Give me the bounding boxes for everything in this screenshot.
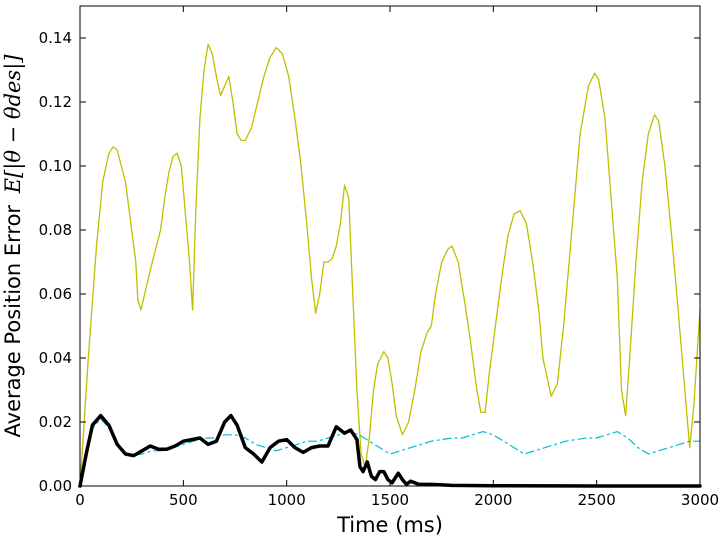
x-tick-label: 500 [169, 491, 198, 509]
y-tick-label: 0.12 [39, 93, 72, 111]
series-line-2 [78, 413, 702, 488]
series-line-1 [79, 418, 701, 487]
series-line-0 [79, 43, 701, 487]
x-tick-label: 2500 [578, 491, 616, 509]
y-axis-label-text: Average Position Error [1, 205, 25, 438]
y-axis-label: Average Position Error E[|θ − θdes|] [1, 54, 26, 438]
x-tick-label: 1000 [268, 491, 306, 509]
y-tick-label: 0.04 [39, 349, 72, 367]
y-axis-label-math: E[|θ − θdes|] [1, 54, 26, 195]
y-tick-label: 0.02 [39, 413, 72, 431]
series-layer [78, 43, 702, 488]
y-tick-label: 0.14 [39, 29, 72, 47]
y-tick-label: 0.00 [39, 477, 72, 495]
y-tick-label: 0.10 [39, 157, 72, 175]
y-tick-label: 0.08 [39, 221, 72, 239]
ticks-layer: 0 500 1000 1500 2000 2500 3000 0.00 0.02 0.04 0.06… [39, 6, 719, 509]
x-tick-label: 0 [75, 491, 85, 509]
x-axis-label: Time (ms) [336, 513, 443, 537]
x-tick-label: 3000 [681, 491, 719, 509]
x-tick-label: 2000 [474, 491, 512, 509]
plot-frame [79, 5, 701, 487]
y-tick-label: 0.06 [39, 285, 72, 303]
x-tick-label: 1500 [371, 491, 409, 509]
